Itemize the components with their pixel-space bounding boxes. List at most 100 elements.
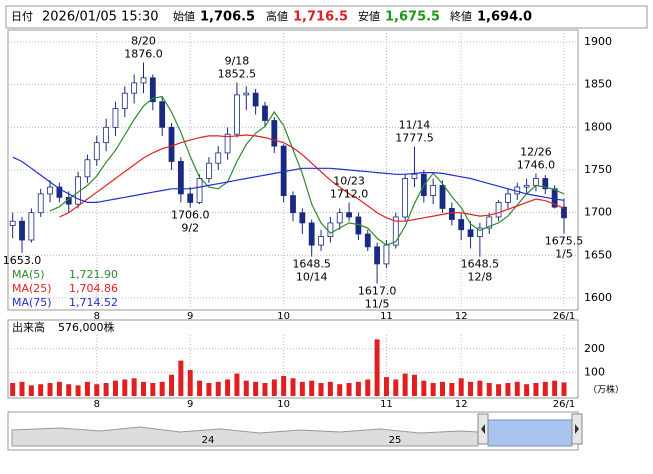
annotation-value: 1852.5	[218, 68, 257, 81]
x-tick-label: 26/1	[553, 311, 575, 322]
candle-body	[402, 178, 409, 218]
high-label: 高値	[266, 9, 288, 23]
volume-bar	[355, 381, 361, 396]
volume-bar	[346, 383, 352, 396]
date-label: 日付	[11, 10, 33, 23]
candle-body	[93, 142, 100, 161]
handle-arrow	[575, 424, 579, 434]
volume-bar	[253, 381, 259, 396]
volume-bar	[449, 383, 455, 396]
candle-body	[336, 212, 343, 224]
annotation-date: 9/18	[225, 55, 250, 68]
volume-bar	[468, 381, 474, 396]
volume-bar	[402, 373, 408, 396]
volume-legend-value: 576,000株	[58, 320, 115, 334]
volume-bar	[505, 383, 511, 396]
navigator-selection[interactable]	[487, 419, 573, 447]
volume-title: 出来高	[12, 320, 45, 334]
candle-body	[19, 220, 25, 241]
candle-body	[243, 92, 250, 96]
close: 1,694.0	[477, 10, 532, 25]
volume-bar	[383, 377, 389, 396]
candle-body	[448, 208, 455, 220]
volume-bar	[131, 378, 137, 396]
candle-body	[121, 92, 128, 109]
volume-bar	[309, 380, 315, 396]
x-tick-label: 8	[94, 311, 100, 322]
legend-name: MA(25)	[12, 282, 52, 295]
volume-bar	[262, 383, 268, 396]
candle-body	[486, 216, 493, 229]
volume-bar	[514, 381, 520, 396]
volume-bar	[122, 379, 128, 396]
candle-body	[346, 212, 352, 218]
annotation-value: 1712.0	[330, 187, 369, 200]
header-box	[5, 5, 648, 29]
annotation-value: 1746.0	[517, 158, 556, 171]
legend-name: MA(5)	[12, 268, 45, 281]
volume-bar	[206, 383, 212, 396]
candle-body	[196, 178, 203, 203]
candle-body	[252, 92, 259, 107]
date: 2026/01/05 15:30	[42, 10, 159, 25]
volume-bar	[318, 383, 324, 396]
volume-bar	[47, 383, 53, 396]
volume-bar	[10, 383, 16, 396]
candle-body	[476, 227, 483, 237]
candle-body	[271, 120, 278, 147]
x-tick-label: 10	[277, 311, 290, 322]
x-tick-label: 9	[187, 311, 193, 322]
volume-bar	[486, 383, 492, 396]
candle-body	[374, 246, 380, 265]
y-tick-label: 1700	[584, 206, 612, 219]
volume-bar	[84, 381, 90, 396]
navigator-label: 24	[202, 435, 215, 446]
ma-line	[59, 134, 565, 222]
annotation-date: 12/8	[468, 271, 493, 284]
annotation-date: 8/20	[131, 34, 156, 47]
volume-bar	[112, 380, 118, 396]
annotation-value: 1617.0	[358, 285, 397, 298]
candle-body	[467, 229, 474, 237]
volume-bar	[477, 380, 483, 396]
candle-body	[561, 206, 567, 219]
volume-bar	[169, 374, 175, 396]
volume-bar	[215, 381, 221, 396]
annotation-date: 9/2	[181, 222, 199, 235]
candle-body	[523, 184, 530, 188]
open-label: 始値	[173, 9, 195, 23]
x-tick-label: 11	[380, 311, 393, 322]
volume-bar	[290, 378, 296, 396]
volume-panel	[7, 319, 579, 399]
annotation-date: 12/26	[520, 145, 552, 158]
candle-body	[533, 178, 539, 186]
legend-value: 1,704.86	[69, 282, 118, 295]
candle-body	[47, 186, 53, 195]
candle-body	[318, 236, 324, 246]
x-tick-label: 8	[94, 399, 100, 410]
x-tick-label: 26/1	[553, 399, 575, 410]
candle-body	[168, 126, 175, 162]
volume-bar	[430, 383, 436, 396]
annotation-value: 1706.0	[171, 209, 210, 222]
y-tick-label: 1900	[584, 35, 612, 48]
legend-name: MA(75)	[12, 296, 52, 309]
volume-bar	[56, 381, 62, 396]
y-tick-label: 1650	[584, 248, 612, 261]
volume-bar	[225, 379, 231, 396]
volume-bar	[411, 374, 417, 396]
volume-bar	[159, 381, 165, 396]
candle-body	[262, 105, 268, 121]
candle-body	[56, 186, 63, 198]
candle-body	[439, 184, 446, 209]
navigator-label: 25	[389, 435, 402, 446]
volume-bar	[281, 375, 287, 396]
candle-body	[103, 126, 110, 144]
volume-bar	[524, 384, 530, 396]
candle-body	[177, 161, 184, 195]
x-tick-label: 9	[187, 399, 193, 410]
volume-bar	[234, 373, 240, 396]
volume-bar	[94, 384, 100, 396]
volume-bar	[393, 379, 399, 396]
